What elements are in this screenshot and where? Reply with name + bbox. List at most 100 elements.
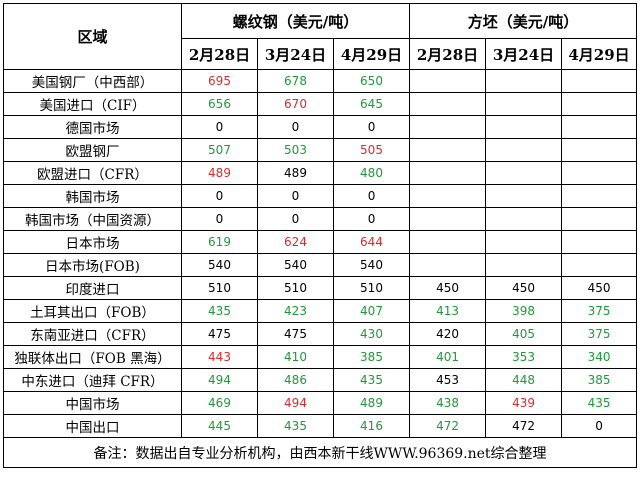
price-cell <box>561 161 638 185</box>
price-cell <box>485 207 563 231</box>
table-row: 独联体出口（FOB 黑海） 443 410 385 401 353 340 <box>3 345 638 369</box>
price-cell: 540 <box>332 253 411 277</box>
header-row-groups: 区域 螺纹钢（美元/吨） 方坯（美元/吨） <box>3 3 638 70</box>
price-cell: 438 <box>409 391 487 415</box>
price-cell <box>485 92 563 116</box>
table-row: 韩国市场（中国资源） 0 0 0 <box>3 207 638 231</box>
price-cell: 385 <box>561 368 638 392</box>
region-cell: 欧盟进口（CFR） <box>3 161 182 185</box>
region-header: 区域 <box>3 3 182 70</box>
price-table-container: 区域 螺纹钢（美元/吨） 方坯（美元/吨） 2月28日 3月24日 4月29日 … <box>2 3 638 484</box>
price-cell: 475 <box>257 322 334 346</box>
table-row: 印度进口 510 510 510 450 450 450 <box>3 276 638 300</box>
price-cell: 644 <box>332 230 411 254</box>
price-cell: 469 <box>181 391 258 415</box>
price-cell: 472 <box>409 414 487 438</box>
table-row: 土耳其出口（FOB） 435 423 407 413 398 375 <box>3 299 638 323</box>
price-cell: 489 <box>181 161 258 185</box>
price-cell <box>561 115 638 139</box>
price-cell: 695 <box>181 69 258 93</box>
date-header: 4月29日 <box>332 38 411 70</box>
price-cell <box>409 184 487 208</box>
price-cell: 619 <box>181 230 258 254</box>
price-cell: 489 <box>332 391 411 415</box>
price-cell: 448 <box>485 368 563 392</box>
steel-price-table: 区域 螺纹钢（美元/吨） 方坯（美元/吨） 2月28日 3月24日 4月29日 … <box>2 3 638 468</box>
price-cell <box>561 230 638 254</box>
price-cell: 472 <box>485 414 563 438</box>
date-header: 2月28日 <box>181 38 258 70</box>
price-cell: 430 <box>332 322 411 346</box>
table-row: 中国出口 445 435 416 472 472 0 <box>3 414 638 438</box>
date-header: 2月28日 <box>409 38 487 70</box>
price-cell <box>561 207 638 231</box>
price-cell: 407 <box>332 299 411 323</box>
table-row: 美国钢厂（中西部） 695 678 650 <box>3 69 638 93</box>
table-row: 欧盟进口（CFR） 489 489 480 <box>3 161 638 185</box>
price-cell: 0 <box>257 184 334 208</box>
region-cell: 德国市场 <box>3 115 182 139</box>
price-cell: 656 <box>181 92 258 116</box>
price-cell: 670 <box>257 92 334 116</box>
region-cell: 欧盟钢厂 <box>3 138 182 162</box>
region-cell: 东南亚进口（CFR） <box>3 322 182 346</box>
price-cell: 420 <box>409 322 487 346</box>
table-row: 德国市场 0 0 0 <box>3 115 638 139</box>
table-row: 日本市场 619 624 644 <box>3 230 638 254</box>
price-cell <box>409 207 487 231</box>
price-cell: 0 <box>332 207 411 231</box>
price-cell: 480 <box>332 161 411 185</box>
table-row: 欧盟钢厂 507 503 505 <box>3 138 638 162</box>
price-cell: 435 <box>181 299 258 323</box>
price-cell: 510 <box>181 276 258 300</box>
header-row-dates: 2月28日 3月24日 4月29日 2月28日 3月24日 4月29日 <box>4 38 638 70</box>
price-cell: 0 <box>332 184 411 208</box>
price-cell: 503 <box>257 138 334 162</box>
price-cell: 678 <box>257 69 334 93</box>
price-cell <box>485 161 563 185</box>
price-cell: 489 <box>257 161 334 185</box>
note-row: 备注：数据出自专业分析机构，由西本新干线WWW.96369.net综合整理 <box>2 437 638 468</box>
region-cell: 日本市场(FOB) <box>3 253 182 277</box>
price-cell <box>409 161 487 185</box>
region-cell: 中国市场 <box>3 391 182 415</box>
price-cell: 486 <box>257 368 334 392</box>
price-cell <box>485 184 563 208</box>
price-cell: 340 <box>561 345 638 369</box>
billet-group-header: 方坯（美元/吨） <box>409 3 638 39</box>
price-cell <box>409 69 487 93</box>
price-cell: 494 <box>181 368 258 392</box>
price-cell <box>561 138 638 162</box>
price-cell <box>409 115 487 139</box>
price-cell: 645 <box>332 92 411 116</box>
price-cell: 540 <box>181 253 258 277</box>
price-cell <box>485 115 563 139</box>
table-row: 东南亚进口（CFR） 475 475 430 420 405 375 <box>3 322 638 346</box>
table-row: 中东进口（迪拜 CFR） 494 486 435 453 448 385 <box>3 368 638 392</box>
price-cell: 505 <box>332 138 411 162</box>
price-cell: 450 <box>561 276 638 300</box>
price-cell: 624 <box>257 230 334 254</box>
price-cell: 0 <box>561 414 638 438</box>
region-cell: 独联体出口（FOB 黑海） <box>3 345 182 369</box>
price-cell: 375 <box>561 322 638 346</box>
region-cell: 美国钢厂（中西部） <box>3 69 182 93</box>
region-cell: 土耳其出口（FOB） <box>3 299 182 323</box>
price-cell: 416 <box>332 414 411 438</box>
price-cell: 507 <box>181 138 258 162</box>
price-cell: 453 <box>409 368 487 392</box>
price-cell: 405 <box>485 322 563 346</box>
price-cell: 410 <box>257 345 334 369</box>
price-cell: 385 <box>332 345 411 369</box>
price-cell: 510 <box>332 276 411 300</box>
price-cell: 0 <box>181 207 258 231</box>
region-cell: 印度进口 <box>3 276 182 300</box>
price-cell: 650 <box>332 69 411 93</box>
region-cell: 韩国市场（中国资源） <box>3 207 182 231</box>
table-row: 美国进口（CIF） 656 670 645 <box>3 92 638 116</box>
price-cell: 510 <box>257 276 334 300</box>
price-cell: 413 <box>409 299 487 323</box>
price-cell: 439 <box>485 391 563 415</box>
region-cell: 中国出口 <box>3 414 182 438</box>
price-cell: 0 <box>257 207 334 231</box>
